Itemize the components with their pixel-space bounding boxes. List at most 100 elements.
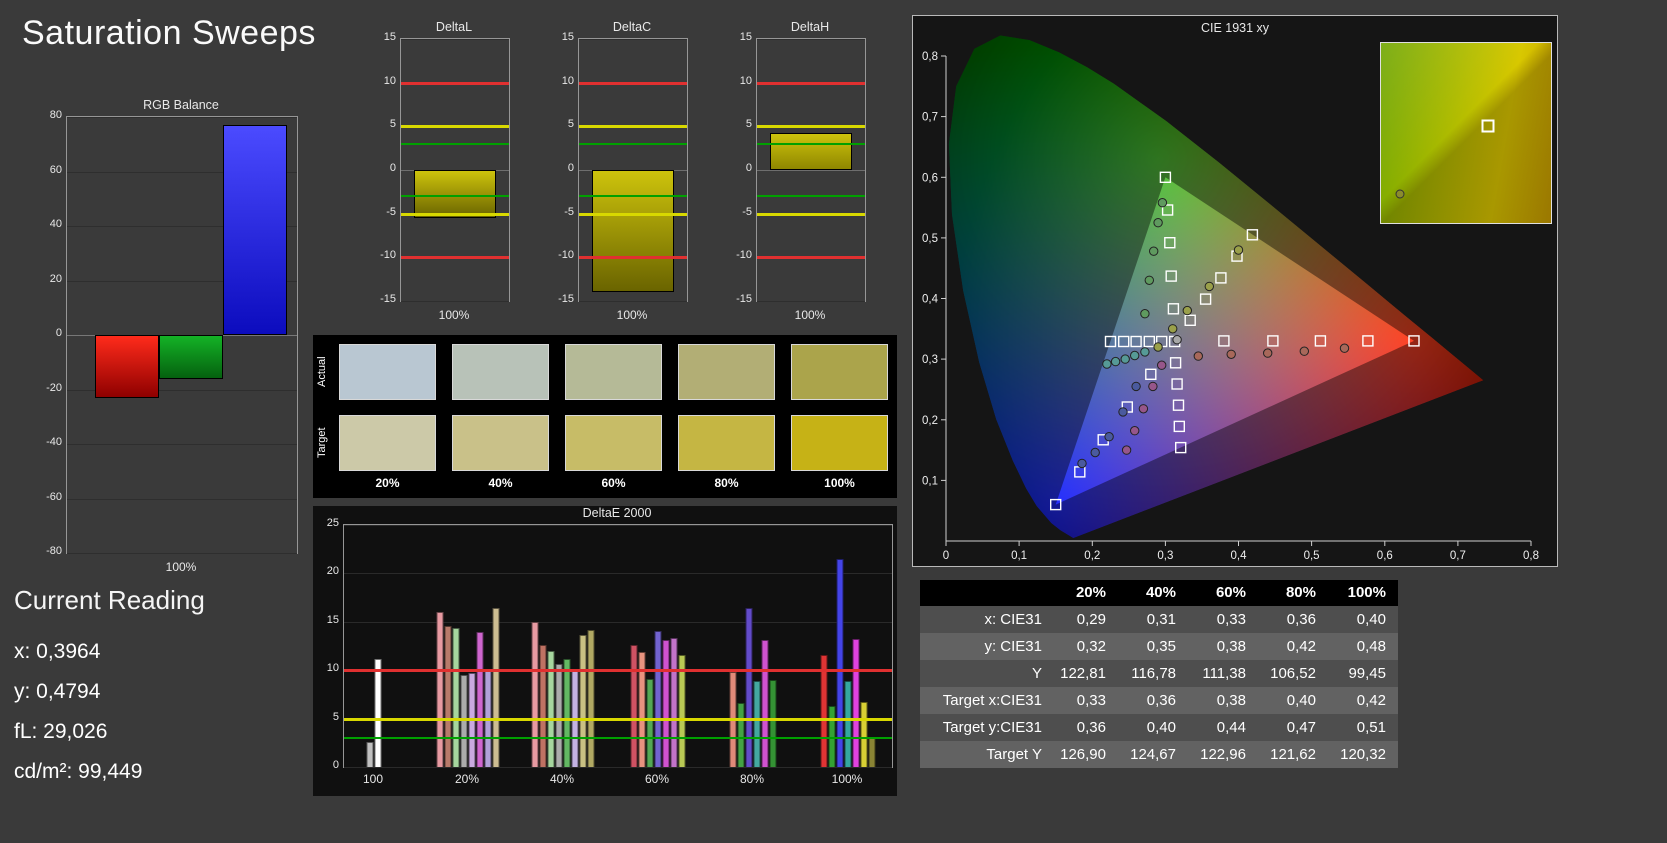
swatch-row-label: Actual — [316, 356, 328, 388]
gridline — [579, 39, 687, 40]
y-tick-label: 0,8 — [922, 51, 938, 63]
measured-point-yellow — [1168, 324, 1178, 334]
gridline — [67, 553, 297, 554]
gridline — [344, 767, 892, 768]
measured-point-magenta — [1130, 426, 1140, 436]
inset-measured-dot — [1395, 189, 1405, 199]
measured-point-yellow — [1153, 342, 1163, 352]
x-axis-label: 60% — [644, 772, 670, 786]
measured-point-cyan — [1110, 356, 1121, 367]
measured-point-green — [1157, 198, 1168, 208]
row-label: Y — [1031, 665, 1042, 682]
target-square-cyan — [1117, 335, 1130, 348]
x-axis-label: 80% — [739, 772, 765, 786]
y-tick-label: -15 — [380, 293, 396, 305]
row-label: Target Y — [986, 746, 1042, 763]
y-tick-label: 0,2 — [922, 415, 938, 427]
x-tick-label: 0,5 — [1304, 550, 1320, 562]
reference-line — [401, 195, 509, 198]
target-square-red — [1314, 335, 1327, 347]
delta-e-bar — [444, 625, 452, 767]
reference-line — [579, 256, 687, 260]
y-tick-label: -10 — [558, 249, 574, 262]
bar-group-3 — [630, 630, 686, 767]
swatch-col-label: 80% — [714, 476, 739, 490]
results-table: 20% 40% 60% 80% 100% x: CIE31 0,29 0,31 0,33 0,36… — [920, 580, 1398, 768]
row-label: x: CIE31 — [984, 611, 1042, 628]
y-tick-label: -15 — [558, 293, 574, 305]
x-tick-label: 0,4 — [1231, 550, 1248, 562]
x-axis-label: 100% — [831, 772, 863, 786]
measured-point-red — [1193, 351, 1203, 361]
y-tick-label: 10 — [383, 74, 396, 87]
target-square-green — [1165, 270, 1177, 282]
y-tick-label: 5 — [332, 710, 339, 723]
y-tick-label: 5 — [745, 118, 752, 131]
reference-line — [344, 737, 892, 739]
target-square-red — [1362, 335, 1374, 347]
x-axis-label: 100% — [616, 308, 648, 322]
table-cell: 0,31 — [1146, 611, 1176, 628]
y-tick-label: -10 — [380, 249, 396, 262]
y-tick-label: -15 — [736, 293, 752, 305]
measured-point-green — [1149, 246, 1159, 256]
reading-cdm2: cd/m²: 99,449 — [14, 760, 143, 783]
delta-c-chart: DeltaC 15 10 5 0 -5 -10 -15 100% — [546, 20, 696, 325]
bar-group-2 — [531, 621, 595, 767]
table-cell: 116,78 — [1131, 665, 1176, 682]
table-header-cell — [920, 580, 1048, 606]
actual-swatch-4 — [791, 344, 888, 400]
y-tick-label: -10 — [736, 249, 752, 262]
delta-e-bar — [547, 650, 555, 767]
gridline — [401, 39, 509, 40]
y-tick-label: 5 — [567, 118, 574, 131]
measured-point-blue — [1131, 381, 1141, 392]
table-cell: 0,40 — [1356, 611, 1386, 628]
measured-point-yellow — [1182, 305, 1192, 316]
delta-e-bar — [670, 638, 678, 767]
table-cell: 0,33 — [1076, 692, 1106, 709]
delta-e-bar — [638, 651, 646, 767]
y-tick-label: 0,3 — [922, 354, 938, 366]
target-square-magenta — [1173, 420, 1185, 433]
bar-group-1 — [436, 608, 500, 767]
cie-1931-chart: CIE 1931 xy 0 0,1 0,2 0,3 0,4 0,5 0,6 0,7 0,8 0,1… — [912, 15, 1558, 567]
gridline — [579, 301, 687, 302]
table-cell: 0,36 — [1286, 611, 1316, 628]
x-tick-label: 0,6 — [1377, 550, 1393, 562]
table-cell: 0,40 — [1146, 719, 1176, 736]
chart-title: DeltaC — [612, 20, 652, 34]
gridline — [757, 170, 865, 171]
table-cell: 0,38 — [1216, 638, 1246, 655]
chart-title: RGB Balance — [143, 98, 219, 112]
y-tick-label: 0 — [745, 162, 752, 174]
inset-gradient — [1381, 43, 1551, 223]
delta-e-bar — [868, 738, 876, 767]
y-tick-label: 15 — [383, 31, 396, 43]
bar-group-0 — [366, 658, 382, 767]
table-header-cell: 80% — [1285, 584, 1316, 601]
reference-line — [579, 81, 687, 85]
y-tick-label: 0,7 — [922, 112, 938, 124]
actual-swatch-1 — [452, 344, 549, 400]
table-row: y: CIE31 0,32 0,35 0,38 0,42 0,48 — [920, 633, 1398, 660]
y-tick-label: 10 — [326, 662, 339, 675]
gridline — [757, 301, 865, 302]
target-square-green — [1164, 236, 1176, 249]
delta-e-bar — [753, 680, 761, 767]
y-tick-label: 0,1 — [922, 475, 938, 487]
delta-e-bar — [654, 630, 662, 767]
y-tick-label: 25 — [326, 517, 339, 529]
delta-h-chart: DeltaH 15 10 5 0 -5 -10 -15 100% — [724, 20, 874, 325]
reference-line — [579, 195, 687, 198]
row-label: Target x:CIE31 — [942, 692, 1042, 709]
table-cell: 122,96 — [1200, 746, 1246, 763]
target-swatch-0 — [339, 415, 436, 471]
delta_l-bar — [414, 170, 496, 218]
rgb-bar-red — [95, 335, 159, 398]
table-cell: 0,40 — [1286, 692, 1316, 709]
table-cell: 121,62 — [1270, 746, 1316, 763]
y-tick-label: 15 — [739, 31, 752, 43]
measured-point-red — [1299, 346, 1309, 356]
reference-line — [401, 125, 509, 129]
